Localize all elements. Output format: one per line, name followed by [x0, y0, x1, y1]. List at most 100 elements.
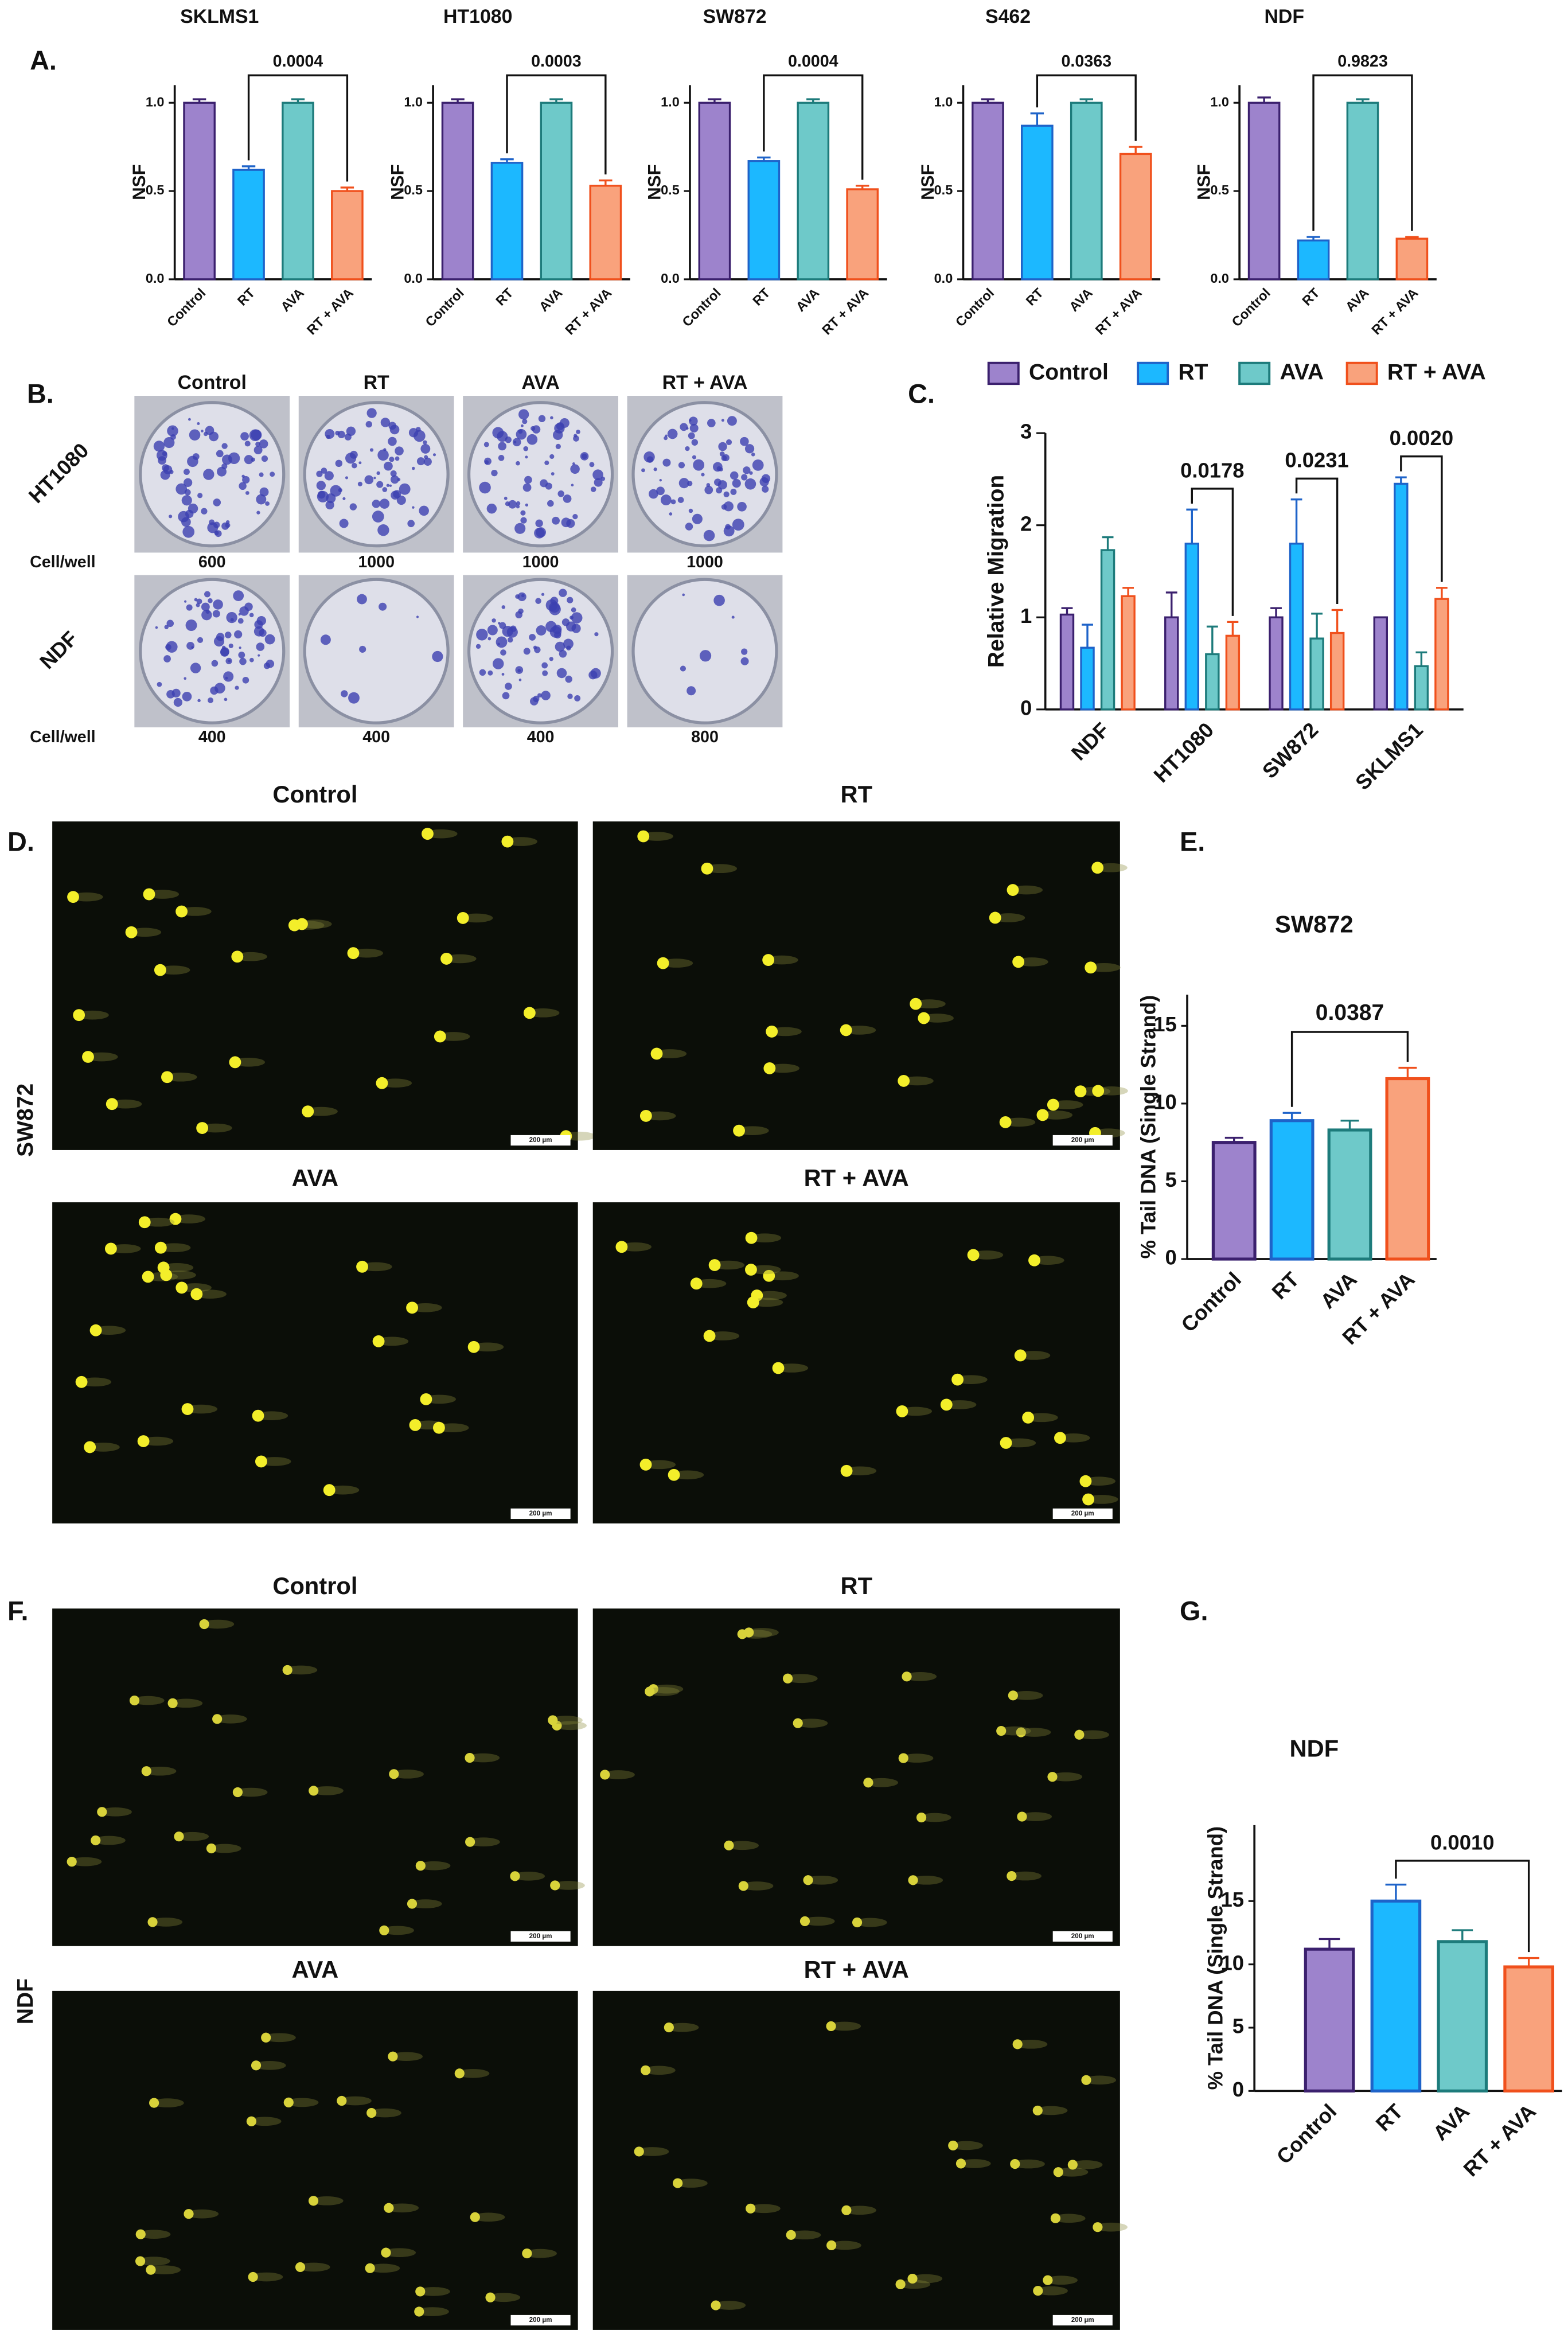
- comet-head: [907, 2273, 918, 2284]
- colony: [743, 466, 751, 474]
- error-bar: [708, 98, 721, 103]
- comet-head: [786, 2230, 796, 2240]
- colony: [492, 658, 504, 669]
- panel-label: G.: [1180, 1596, 1208, 1626]
- comet-head: [356, 1260, 368, 1273]
- colony: [255, 442, 260, 447]
- colony: [557, 490, 564, 497]
- error-bar: [549, 98, 563, 103]
- x-tick-label: RT + AVA: [1368, 285, 1421, 337]
- colony: [717, 480, 727, 490]
- colony: [547, 500, 554, 507]
- colony: [209, 431, 219, 442]
- comet-tail: [909, 2274, 943, 2284]
- scale-bar-label: 200 µm: [529, 1932, 552, 1940]
- comet-head: [664, 2022, 674, 2033]
- bar: [1395, 237, 1429, 280]
- colony: [376, 481, 384, 488]
- colony: [486, 504, 497, 514]
- comet-head: [763, 1269, 775, 1282]
- colony: [563, 638, 574, 649]
- comet-head: [1085, 961, 1097, 974]
- comet-tail: [1083, 2075, 1117, 2085]
- colony: [542, 670, 548, 676]
- error-bar: [1061, 607, 1073, 615]
- colony: [514, 523, 526, 534]
- bar: [1119, 153, 1152, 280]
- error-bar: [1224, 1136, 1243, 1143]
- comet-head: [175, 1281, 188, 1294]
- seeding-count: 1000: [687, 553, 723, 571]
- colony: [574, 434, 578, 438]
- comet-head: [548, 1715, 558, 1725]
- y-tick-label: 3: [1020, 420, 1032, 443]
- y-tick-label: 1.0: [661, 94, 680, 109]
- colony: [228, 452, 240, 464]
- comet-tail: [138, 2230, 171, 2239]
- colony: [692, 455, 696, 459]
- comet-photo: [592, 1990, 1120, 2330]
- colony: [692, 513, 703, 524]
- comet-head: [895, 2279, 906, 2290]
- x-tick-label: Control: [423, 285, 467, 329]
- seeding-count: 400: [198, 728, 226, 746]
- bar: [1070, 102, 1103, 280]
- colony: [505, 683, 512, 690]
- colony: [656, 486, 665, 496]
- colony: [570, 615, 574, 619]
- comet-tail: [147, 2265, 181, 2274]
- colony: [432, 650, 443, 663]
- comparison-bracket: [1295, 477, 1339, 604]
- comet-tail: [366, 2263, 400, 2273]
- comet-head: [470, 2212, 480, 2222]
- y-axis-label: Relative Migration: [984, 475, 1009, 668]
- comet-tail: [417, 2287, 450, 2296]
- comet-tail: [747, 2204, 781, 2214]
- y-tick-label: 0.5: [404, 182, 423, 197]
- comet-head: [467, 1341, 480, 1353]
- colony: [259, 472, 264, 477]
- colony: [518, 409, 529, 420]
- comet-head: [615, 1241, 628, 1253]
- colony: [216, 450, 224, 458]
- bar: [540, 102, 573, 280]
- colony: [330, 485, 342, 497]
- colony: [175, 483, 188, 495]
- error-bar: [855, 185, 869, 189]
- comet-photo: [52, 821, 578, 1150]
- colony: [704, 485, 713, 494]
- bar: [1297, 239, 1330, 280]
- colony: [525, 503, 529, 507]
- comet-head: [1082, 1493, 1094, 1506]
- error-bar: [1398, 1066, 1417, 1079]
- comet-head: [724, 1840, 734, 1850]
- colony: [523, 648, 531, 655]
- colony: [197, 493, 203, 498]
- comet-tail: [338, 2096, 372, 2106]
- comet-head: [763, 1062, 776, 1074]
- comet-tail: [642, 2066, 676, 2075]
- comet-head: [309, 1786, 319, 1796]
- colony: [225, 523, 231, 528]
- row-label: NDF: [35, 626, 82, 673]
- comet-head: [1043, 2275, 1053, 2285]
- colony: [476, 629, 488, 641]
- comet-tail: [785, 1674, 818, 1684]
- comet-tail: [99, 1807, 132, 1817]
- comet-head: [852, 1917, 863, 1928]
- colony: [184, 677, 187, 680]
- comet-head: [167, 1698, 178, 1708]
- colony: [483, 442, 489, 447]
- colony: [703, 529, 715, 541]
- chart-title: SW872: [703, 6, 767, 28]
- comet-head: [1017, 1811, 1027, 1822]
- scale-bar: [1052, 2314, 1113, 2326]
- comet-head: [637, 830, 650, 843]
- x-tick-label: RT + AVA: [1093, 285, 1145, 337]
- comet-tail: [998, 1726, 1031, 1736]
- comet-head: [384, 2203, 394, 2213]
- scale-bar-label: 200 µm: [1071, 1136, 1094, 1144]
- comet-head: [1032, 2105, 1043, 2116]
- error-bar: [1079, 98, 1093, 103]
- colony: [261, 455, 268, 462]
